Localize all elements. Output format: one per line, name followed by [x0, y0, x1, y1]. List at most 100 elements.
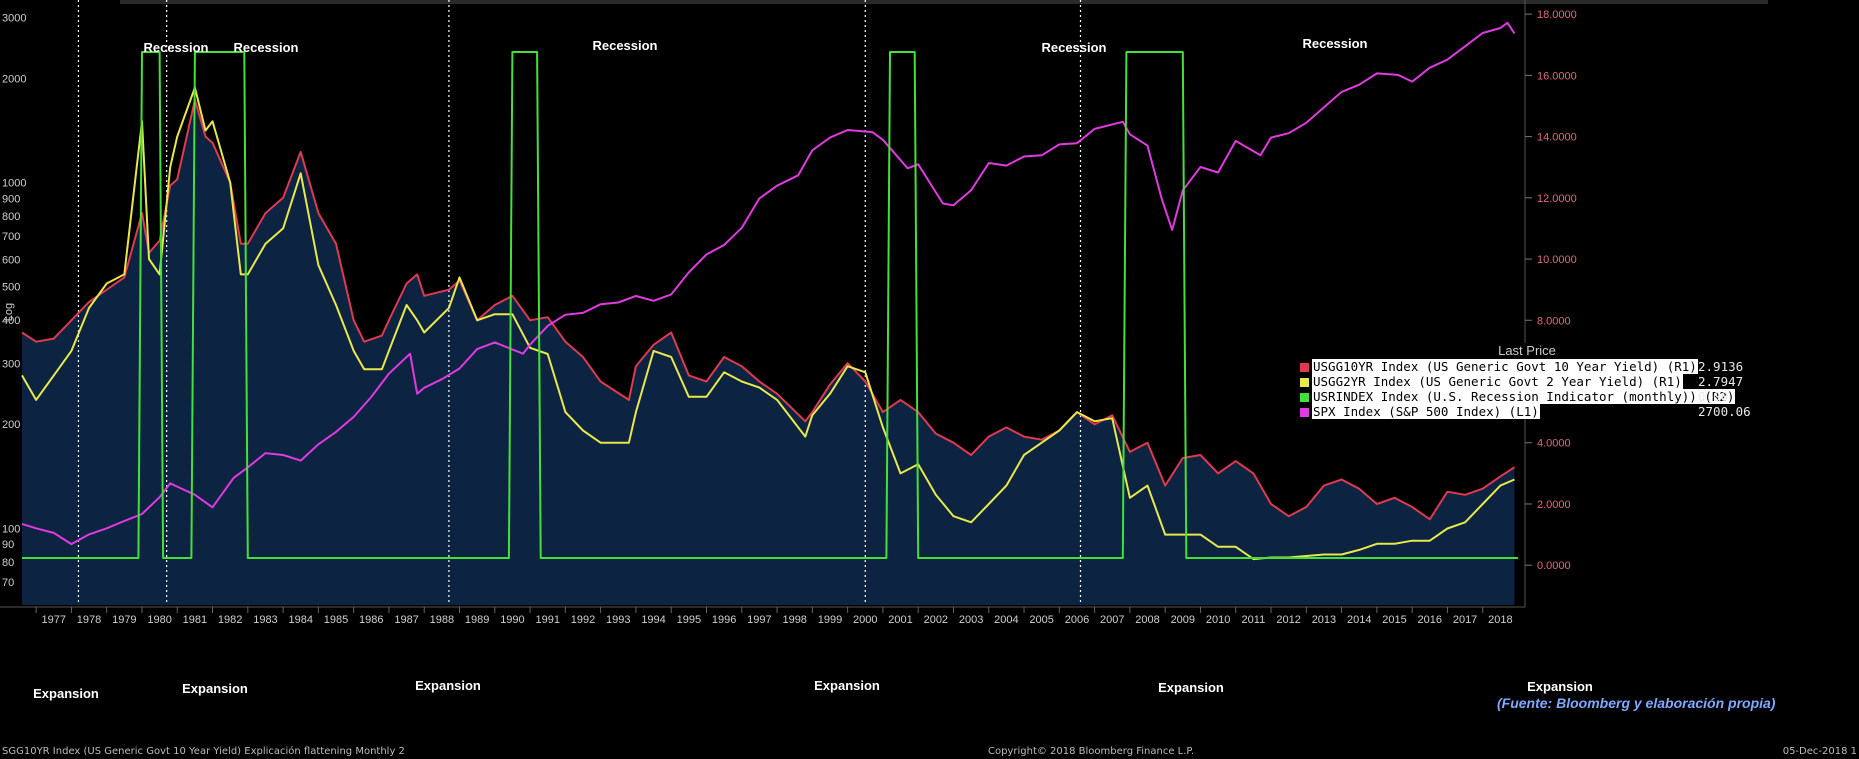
x-tick-label: 2001 — [888, 614, 912, 626]
x-tick-label: 1987 — [394, 614, 418, 626]
footer-copyright: Copyright© 2018 Bloomberg Finance L.P. — [988, 746, 1195, 757]
x-tick-label: 1986 — [359, 614, 383, 626]
x-tick-label: 1989 — [465, 614, 489, 626]
x-tick-label: 1994 — [641, 614, 665, 626]
expansion-label: Expansion — [1158, 680, 1224, 695]
expansion-label: Expansion — [182, 681, 248, 696]
x-tick-label: 1993 — [606, 614, 630, 626]
x-tick-label: 1979 — [112, 614, 136, 626]
x-tick-label: 2016 — [1418, 614, 1442, 626]
legend-item-10yr: USGG10YR Index (US Generic Govt 10 Year … — [1298, 359, 1756, 374]
x-tick-label: 1977 — [42, 614, 66, 626]
header-bar — [120, 0, 1768, 4]
expansion-label: Expansion — [814, 678, 880, 693]
left-tick-label: 70 — [2, 577, 14, 589]
x-tick-label: 2006 — [1065, 614, 1089, 626]
x-tick-label: 1996 — [712, 614, 736, 626]
x-tick-label: 1998 — [782, 614, 806, 626]
axes: 1977 1978 1979 1980 1981 1982 1983 1984 1985 1986… — [0, 0, 1577, 626]
right-tick-label: 0.0000 — [1537, 560, 1571, 572]
right-tick-label: 4.0000 — [1537, 438, 1571, 450]
source-note: (Fuente: Bloomberg y elaboración propia) — [1497, 695, 1776, 711]
recession-label: Recession — [1302, 36, 1367, 51]
legend-value-recession: 0.00 — [1698, 389, 1729, 404]
right-tick-label: 10.0000 — [1537, 254, 1577, 266]
legend-item-recession: USRINDEX Index (U.S. Recession Indicator… — [1298, 389, 1756, 404]
legend: Last Price USGG10YR Index (US Generic Go… — [1298, 343, 1756, 419]
x-tick-label: 2002 — [924, 614, 948, 626]
legend-value-10yr: 2.9136 — [1698, 359, 1744, 374]
x-tick-label: 1995 — [677, 614, 701, 626]
x-tick-label: 2017 — [1453, 614, 1477, 626]
left-tick-label: 300 — [2, 358, 20, 370]
left-axis-label: Log — [3, 303, 15, 321]
x-tick-label: 2013 — [1312, 614, 1336, 626]
recession-label: Recession — [143, 40, 208, 55]
left-tick-label: 80 — [2, 557, 14, 569]
legend-value-2yr: 2.7947 — [1698, 374, 1744, 389]
left-tick-label: 600 — [2, 254, 20, 266]
x-tick-label: 1997 — [747, 614, 771, 626]
x-tick-label: 2014 — [1347, 614, 1371, 626]
legend-item-2yr: USGG2YR Index (US Generic Govt 2 Year Yi… — [1298, 374, 1756, 389]
x-tick-label: 1978 — [77, 614, 101, 626]
series-line-spx — [21, 21, 1516, 546]
expansion-label: Expansion — [33, 686, 99, 701]
cycle-labels: Recession Recession Recession Recession Rece… — [33, 36, 1593, 701]
x-tick-label: 1980 — [147, 614, 171, 626]
right-tick-label: 12.0000 — [1537, 193, 1577, 205]
legend-value-spx: 2700.06 — [1698, 404, 1751, 419]
x-tick-label: 2003 — [959, 614, 983, 626]
x-tick-label: 2007 — [1100, 614, 1124, 626]
footer-date: 05-Dec-2018 1 — [1782, 746, 1857, 757]
left-tick-label: 700 — [2, 231, 20, 243]
legend-label-recession: USRINDEX Index (U.S. Recession Indicator… — [1312, 389, 1736, 404]
footer-left-text: SGG10YR Index (US Generic Govt 10 Year Y… — [2, 746, 405, 757]
left-tick-label: 1000 — [2, 178, 26, 190]
legend-swatch-10yr — [1300, 363, 1309, 372]
expansion-label: Expansion — [1527, 679, 1593, 694]
x-tick-label: 1981 — [183, 614, 207, 626]
x-tick-label: 2005 — [1029, 614, 1053, 626]
x-tick-label: 2008 — [1135, 614, 1159, 626]
legend-title: Last Price — [1498, 343, 1556, 358]
x-tick-label: 1992 — [571, 614, 595, 626]
left-tick-label: 200 — [2, 419, 20, 431]
right-tick-label: 2.0000 — [1537, 499, 1571, 511]
right-tick-label: 16.0000 — [1537, 70, 1577, 82]
x-tick-label: 2012 — [1276, 614, 1300, 626]
series-line-usrindex — [22, 51, 1518, 559]
legend-label-spx: SPX Index (S&P 500 Index) (L1) — [1312, 404, 1540, 419]
left-tick-label: 500 — [2, 282, 20, 294]
x-tick-label: 1984 — [288, 614, 312, 626]
legend-swatch-spx — [1300, 408, 1309, 417]
x-tick-label: 2015 — [1382, 614, 1406, 626]
legend-item-spx: SPX Index (S&P 500 Index) (L1) 2700.06 — [1298, 404, 1756, 419]
left-tick-label: 3000 — [2, 13, 26, 25]
left-tick-label: 400 — [2, 315, 20, 327]
right-tick-label: 8.0000 — [1537, 315, 1571, 327]
yield-area-fill — [22, 99, 1515, 606]
x-tick-label: 2011 — [1242, 614, 1266, 626]
legend-swatch-recession — [1300, 393, 1309, 402]
recession-label: Recession — [233, 40, 298, 55]
right-tick-label: 14.0000 — [1537, 132, 1577, 144]
left-tick-label: 100 — [2, 523, 20, 535]
x-tick-label: 1988 — [430, 614, 454, 626]
recession-label: Recession — [592, 38, 657, 53]
area-10yr-fill — [22, 99, 1515, 606]
legend-label-10yr: USGG10YR Index (US Generic Govt 10 Year … — [1312, 359, 1698, 374]
x-tick-label: 1985 — [324, 614, 348, 626]
x-tick-label: 2010 — [1206, 614, 1230, 626]
x-tick-label: 2009 — [1171, 614, 1195, 626]
x-tick-label: 1982 — [218, 614, 242, 626]
cycle-divider-lines — [77, 0, 1082, 605]
x-tick-label: 1999 — [818, 614, 842, 626]
recession-label: Recession — [1041, 40, 1106, 55]
footer-bar: SGG10YR Index (US Generic Govt 10 Year Y… — [0, 745, 1859, 759]
x-tick-label: 2000 — [853, 614, 877, 626]
left-tick-label: 90 — [2, 539, 14, 551]
legend-swatch-2yr — [1300, 378, 1309, 387]
x-tick-label: 1983 — [253, 614, 277, 626]
series-lines — [21, 21, 1518, 561]
